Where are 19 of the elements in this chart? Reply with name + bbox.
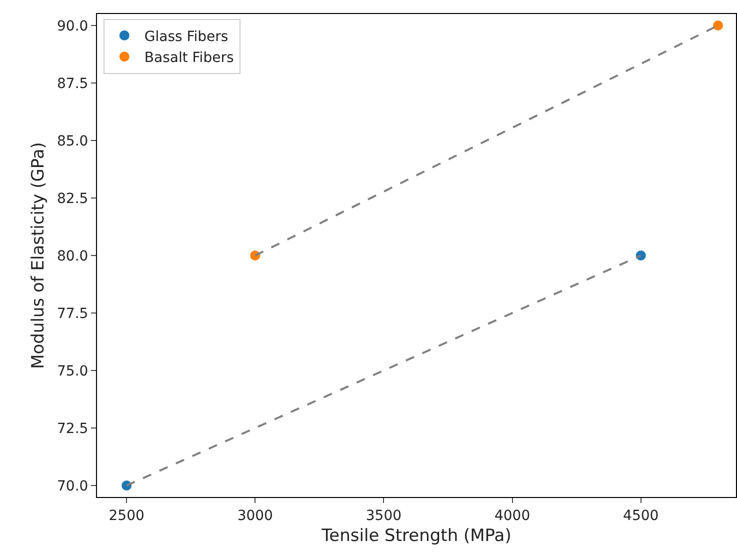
x-axis-title: Tensile Strength (MPa) (320, 526, 512, 546)
y-tick-label: 72.5 (57, 420, 88, 437)
x-tick-label: 4000 (494, 508, 530, 524)
x-tick-label: 4500 (623, 508, 659, 524)
y-axis-title: Modulus of Elasticity (GPa) (28, 142, 49, 369)
x-tick-label: 3000 (237, 508, 273, 524)
y-tick-label: 82.5 (57, 190, 88, 207)
y-tick-label: 70.0 (57, 478, 88, 494)
point (713, 20, 723, 30)
y-tick-label: 80.0 (57, 248, 88, 264)
y-tick-label: 75.0 (57, 363, 88, 380)
legend-label: Glass Fibers (144, 28, 228, 45)
y-tick-label: 85.0 (57, 133, 88, 150)
x-tick-label: 3500 (366, 508, 402, 524)
legend-label: Basalt Fibers (144, 50, 234, 66)
x-tick-label: 2500 (108, 508, 144, 524)
y-tick-label: 77.5 (57, 306, 88, 322)
y-tick-label: 87.5 (57, 76, 88, 92)
y-tick-label: 90.0 (57, 18, 88, 34)
